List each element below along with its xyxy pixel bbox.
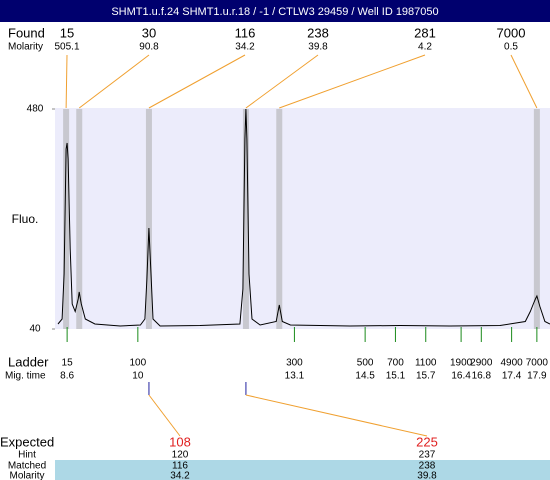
peak-connector [148, 54, 246, 109]
peak-connector [279, 54, 426, 109]
molarity-value: 39.8 [417, 471, 437, 480]
ladder-time: 17.9 [527, 371, 547, 382]
ladder-size: 300 [286, 358, 303, 369]
matched-value: 238 [419, 461, 436, 472]
found-label: Found [8, 25, 45, 40]
ladder-size: 2900 [470, 358, 493, 369]
peak-connector [510, 54, 538, 109]
ladder-size: 1100 [415, 358, 437, 369]
ladder-time: 16.4 [451, 371, 471, 382]
peak-band [276, 109, 283, 329]
ladder-time: 16.8 [472, 371, 492, 382]
matched-value: 116 [172, 461, 188, 472]
y-axis-label: Fluo. [12, 212, 39, 226]
ladder-time: 8.6 [60, 371, 74, 382]
found-molarity: 505.1 [54, 42, 79, 53]
expected-label: Expected [0, 434, 54, 449]
expected-value: 108 [169, 434, 191, 449]
hint-label: Hint [18, 450, 36, 461]
peak-band [63, 109, 70, 329]
peak-band [76, 109, 83, 329]
found-size: 7000 [497, 25, 526, 40]
expected-value: 225 [416, 434, 438, 449]
y-tick-label: 480 [27, 104, 44, 115]
found-size: 30 [142, 25, 156, 40]
expected-connector [148, 394, 181, 437]
found-molarity: 4.2 [418, 42, 432, 53]
ladder-time: 15.7 [416, 371, 436, 382]
hint-value: 120 [172, 450, 189, 461]
ladder-label: Ladder [8, 354, 49, 369]
ladder-size: 700 [387, 358, 404, 369]
found-size: 281 [414, 25, 436, 40]
found-size: 116 [235, 25, 256, 40]
ladder-size: 500 [357, 358, 374, 369]
molarity-label: Molarity [9, 471, 44, 480]
ladder-time: 17.4 [502, 371, 522, 382]
ladder-size: 1900 [450, 358, 473, 369]
plot-area [55, 108, 550, 329]
found-molarity: 39.8 [308, 42, 328, 53]
ladder-size: 100 [129, 358, 146, 369]
found-molarity: 34.2 [235, 42, 255, 53]
ladder-time: 10 [132, 371, 144, 382]
title: SHMT1.u.f.24 SHMT1.u.r.18 / -1 / CTLW3 2… [111, 6, 438, 18]
peak-band [533, 109, 540, 329]
trace [57, 108, 550, 327]
mig-time-label: Mig. time [5, 371, 46, 382]
found-molarity-label: Molarity [8, 42, 43, 53]
peak-band [145, 109, 152, 329]
expected-connector [245, 394, 428, 437]
ladder-size: 4900 [500, 358, 523, 369]
hint-value: 237 [419, 450, 436, 461]
found-size: 15 [60, 25, 74, 40]
found-molarity: 90.8 [139, 42, 159, 53]
peak-connector [65, 54, 68, 109]
y-tick-label: 40 [29, 324, 41, 335]
header-bar [0, 0, 550, 22]
found-size: 238 [307, 25, 329, 40]
found-molarity: 0.5 [504, 42, 518, 53]
molarity-value: 34.2 [170, 471, 190, 480]
peak-connector [78, 54, 150, 109]
matched-band [55, 460, 550, 480]
ladder-time: 13.1 [285, 371, 305, 382]
peak-band [242, 109, 249, 329]
ladder-time: 14.5 [355, 371, 375, 382]
ladder-size: 7000 [526, 358, 549, 369]
ladder-time: 15.1 [386, 371, 406, 382]
matched-label: Matched [8, 461, 46, 472]
ladder-size: 15 [62, 358, 74, 369]
peak-connector [245, 54, 319, 109]
